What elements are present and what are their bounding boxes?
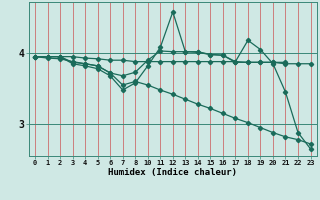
X-axis label: Humidex (Indice chaleur): Humidex (Indice chaleur)	[108, 168, 237, 177]
